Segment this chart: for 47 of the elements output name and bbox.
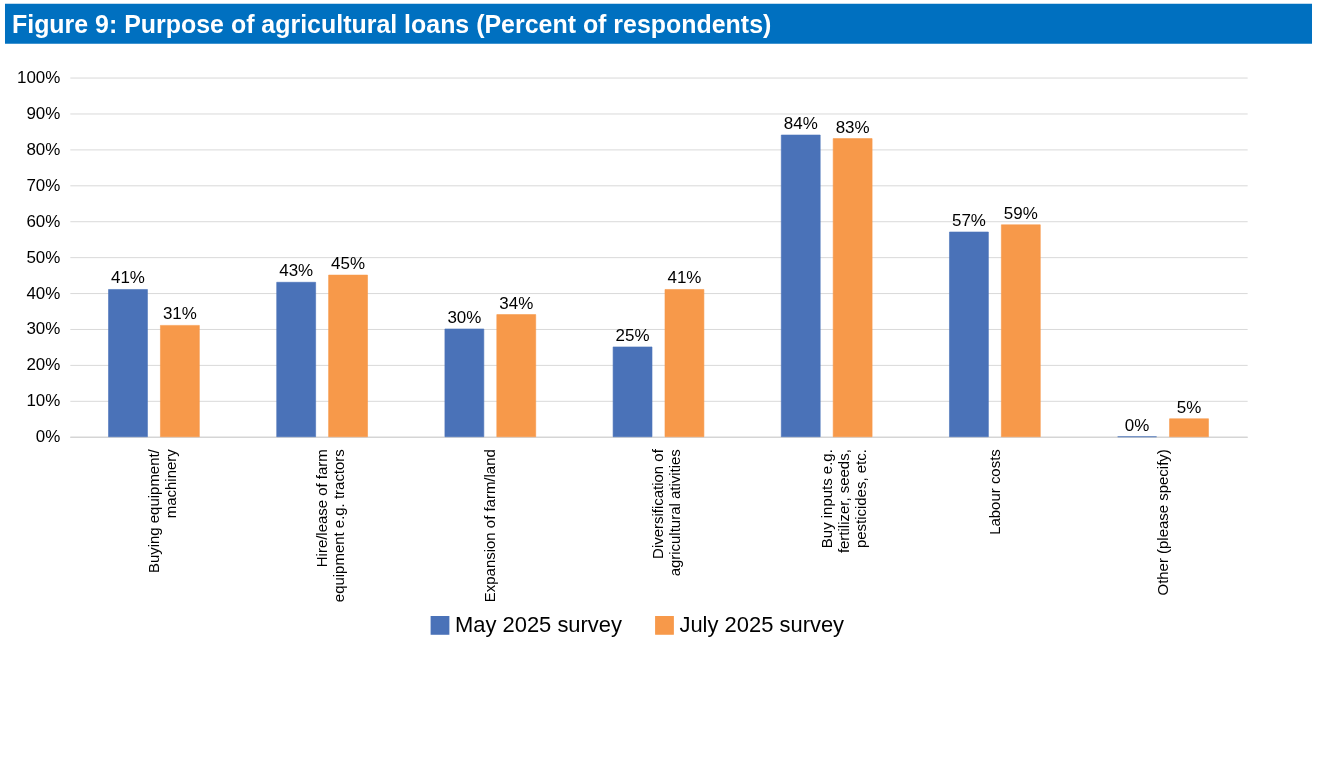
chart-title: Figure 9: Purpose of agricultural loans (Percent of respondents): [11, 9, 772, 38]
legend-label: May 2025 survey: [454, 612, 623, 638]
bar: [832, 138, 873, 438]
y-tick-label: 20%: [26, 355, 61, 375]
bar: [780, 134, 821, 438]
data-label: 83%: [835, 117, 870, 137]
data-label: 41%: [111, 268, 145, 288]
data-label: 5%: [1176, 397, 1202, 417]
data-label: 0%: [1124, 415, 1150, 435]
y-tick-label: 60%: [26, 211, 61, 231]
data-label: 59%: [1003, 203, 1038, 223]
y-tick-label: 0%: [35, 427, 61, 447]
bar: [664, 289, 705, 438]
bar: [276, 281, 316, 438]
bar: [612, 346, 653, 438]
data-label: 31%: [162, 304, 197, 324]
bar: [328, 274, 368, 438]
legend-label: July 2025 survey: [679, 612, 845, 638]
bar: [1169, 418, 1209, 438]
y-tick-label: 40%: [26, 283, 61, 303]
x-tick-label: Other (please specify): [1154, 449, 1172, 596]
x-tick-label: Buying equipment/ machinery: [144, 448, 179, 574]
y-tick-label: 100%: [16, 68, 61, 88]
data-label: 41%: [667, 268, 702, 288]
bar: [949, 231, 989, 438]
x-tick-label: Labour costs: [985, 449, 1003, 535]
y-tick-label: 10%: [26, 391, 61, 411]
y-tick-label: 50%: [26, 247, 61, 267]
y-tick-label: 70%: [26, 175, 61, 195]
y-tick-label: 30%: [26, 319, 61, 339]
bar: [1001, 224, 1041, 438]
y-tick-label: 90%: [26, 103, 61, 123]
bar: [160, 325, 200, 438]
data-label: 45%: [331, 254, 366, 274]
y-tick-label: 80%: [26, 139, 61, 159]
bar: [444, 328, 485, 438]
data-label: 34%: [499, 293, 534, 313]
bar: [108, 289, 148, 438]
data-label: 43%: [279, 261, 314, 281]
x-tick-label: Expansion of farm/land: [481, 449, 499, 603]
x-tick-label: Diversification of agricultural ativities: [649, 448, 684, 577]
data-label: 25%: [615, 325, 650, 345]
bar: [496, 314, 537, 438]
data-label: 84%: [783, 114, 818, 134]
x-tick-label: Buy inputs e.g. fertilizer, seeds, pesticides, etc.: [817, 449, 869, 554]
data-label: 57%: [951, 211, 986, 231]
data-label: 30%: [447, 308, 482, 327]
